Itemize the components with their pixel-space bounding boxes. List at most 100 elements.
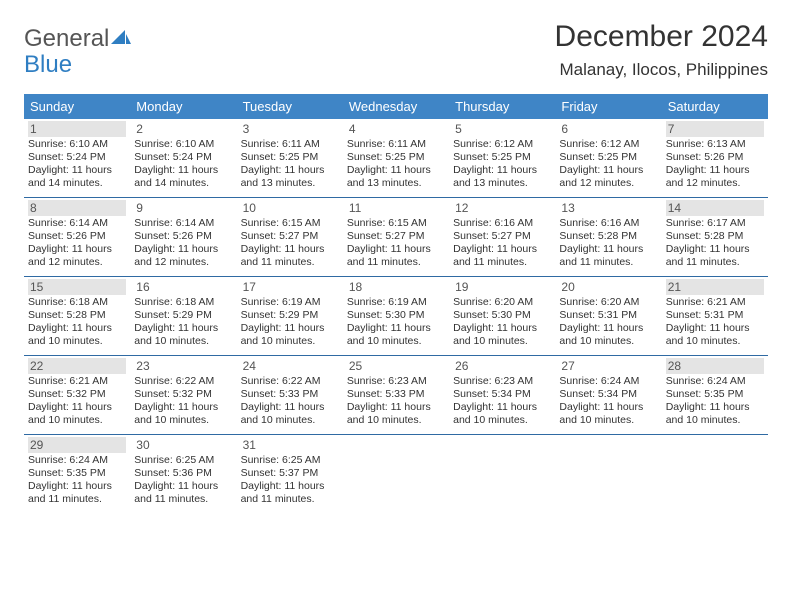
week-row: 22Sunrise: 6:21 AMSunset: 5:32 PMDayligh…: [24, 355, 768, 434]
sunrise-text: Sunrise: 6:21 AM: [28, 375, 126, 388]
day-cell: 14Sunrise: 6:17 AMSunset: 5:28 PMDayligh…: [662, 198, 768, 276]
daylight-text: Daylight: 11 hours and 11 minutes.: [241, 243, 339, 269]
daylight-text: Daylight: 11 hours and 13 minutes.: [347, 164, 445, 190]
week-row: 29Sunrise: 6:24 AMSunset: 5:35 PMDayligh…: [24, 434, 768, 513]
day-number: 21: [668, 280, 762, 294]
sunset-text: Sunset: 5:27 PM: [241, 230, 339, 243]
daynum-wrap: 9: [134, 200, 232, 216]
week-row: 1Sunrise: 6:10 AMSunset: 5:24 PMDaylight…: [24, 119, 768, 197]
sunset-text: Sunset: 5:28 PM: [666, 230, 764, 243]
day-number: 2: [136, 122, 230, 136]
daylight-text: Daylight: 11 hours and 11 minutes.: [559, 243, 657, 269]
day-info: Sunrise: 6:14 AMSunset: 5:26 PMDaylight:…: [28, 217, 126, 270]
day-cell: 15Sunrise: 6:18 AMSunset: 5:28 PMDayligh…: [24, 277, 130, 355]
location-text: Malanay, Ilocos, Philippines: [555, 60, 768, 80]
day-number: 20: [561, 280, 655, 294]
sunset-text: Sunset: 5:35 PM: [28, 467, 126, 480]
daynum-wrap: 31: [241, 437, 339, 453]
day-cell: 7Sunrise: 6:13 AMSunset: 5:26 PMDaylight…: [662, 119, 768, 197]
day-cell: 11Sunrise: 6:15 AMSunset: 5:27 PMDayligh…: [343, 198, 449, 276]
dayhead: Sunday: [24, 94, 130, 119]
sunrise-text: Sunrise: 6:18 AM: [134, 296, 232, 309]
day-info: Sunrise: 6:11 AMSunset: 5:25 PMDaylight:…: [241, 138, 339, 191]
daylight-text: Daylight: 11 hours and 12 minutes.: [134, 243, 232, 269]
daylight-text: Daylight: 11 hours and 14 minutes.: [134, 164, 232, 190]
sunset-text: Sunset: 5:26 PM: [28, 230, 126, 243]
day-cell: 28Sunrise: 6:24 AMSunset: 5:35 PMDayligh…: [662, 356, 768, 434]
sunset-text: Sunset: 5:29 PM: [134, 309, 232, 322]
sunset-text: Sunset: 5:26 PM: [134, 230, 232, 243]
sunrise-text: Sunrise: 6:17 AM: [666, 217, 764, 230]
sunrise-text: Sunrise: 6:14 AM: [134, 217, 232, 230]
sunrise-text: Sunrise: 6:22 AM: [241, 375, 339, 388]
sunset-text: Sunset: 5:26 PM: [666, 151, 764, 164]
daylight-text: Daylight: 11 hours and 11 minutes.: [453, 243, 551, 269]
sunrise-text: Sunrise: 6:20 AM: [559, 296, 657, 309]
daylight-text: Daylight: 11 hours and 13 minutes.: [453, 164, 551, 190]
dayhead: Friday: [555, 94, 661, 119]
daynum-wrap: 23: [134, 358, 232, 374]
page-title: December 2024: [555, 20, 768, 54]
day-info: Sunrise: 6:24 AMSunset: 5:35 PMDaylight:…: [666, 375, 764, 428]
daynum-wrap: 18: [347, 279, 445, 295]
day-number: 25: [349, 359, 443, 373]
day-number: 12: [455, 201, 549, 215]
day-cell: 1Sunrise: 6:10 AMSunset: 5:24 PMDaylight…: [24, 119, 130, 197]
day-info: Sunrise: 6:16 AMSunset: 5:27 PMDaylight:…: [453, 217, 551, 270]
sunrise-text: Sunrise: 6:24 AM: [666, 375, 764, 388]
daynum-wrap: 8: [28, 200, 126, 216]
sunset-text: Sunset: 5:30 PM: [347, 309, 445, 322]
day-info: Sunrise: 6:23 AMSunset: 5:34 PMDaylight:…: [453, 375, 551, 428]
sunrise-text: Sunrise: 6:16 AM: [453, 217, 551, 230]
daylight-text: Daylight: 11 hours and 10 minutes.: [453, 401, 551, 427]
sunset-text: Sunset: 5:24 PM: [134, 151, 232, 164]
sunset-text: Sunset: 5:28 PM: [559, 230, 657, 243]
daynum-wrap: 24: [241, 358, 339, 374]
day-cell: 13Sunrise: 6:16 AMSunset: 5:28 PMDayligh…: [555, 198, 661, 276]
sunrise-text: Sunrise: 6:11 AM: [347, 138, 445, 151]
day-cell: 27Sunrise: 6:24 AMSunset: 5:34 PMDayligh…: [555, 356, 661, 434]
sunrise-text: Sunrise: 6:15 AM: [241, 217, 339, 230]
daynum-wrap: 27: [559, 358, 657, 374]
day-cell: 8 Sunrise: 6:14 AMSunset: 5:26 PMDaylight…: [24, 198, 130, 276]
daylight-text: Daylight: 11 hours and 13 minutes.: [241, 164, 339, 190]
day-cell: 31Sunrise: 6:25 AMSunset: 5:37 PMDayligh…: [237, 435, 343, 513]
day-cell: [555, 435, 661, 513]
daynum-wrap: 2: [134, 121, 232, 137]
daynum-wrap: 4: [347, 121, 445, 137]
day-cell: 2Sunrise: 6:10 AMSunset: 5:24 PMDaylight…: [130, 119, 236, 197]
sunrise-text: Sunrise: 6:24 AM: [559, 375, 657, 388]
sunset-text: Sunset: 5:31 PM: [666, 309, 764, 322]
day-cell: 30Sunrise: 6:25 AMSunset: 5:36 PMDayligh…: [130, 435, 236, 513]
daylight-text: Daylight: 11 hours and 12 minutes.: [666, 164, 764, 190]
logo-text-1: General: [24, 25, 109, 52]
day-cell: 24Sunrise: 6:22 AMSunset: 5:33 PMDayligh…: [237, 356, 343, 434]
daylight-text: Daylight: 11 hours and 12 minutes.: [559, 164, 657, 190]
sunset-text: Sunset: 5:25 PM: [241, 151, 339, 164]
daylight-text: Daylight: 11 hours and 10 minutes.: [134, 322, 232, 348]
daynum-wrap: 25: [347, 358, 445, 374]
daylight-text: Daylight: 11 hours and 11 minutes.: [134, 480, 232, 506]
daylight-text: Daylight: 11 hours and 11 minutes.: [347, 243, 445, 269]
sunset-text: Sunset: 5:27 PM: [347, 230, 445, 243]
daynum-wrap: 28: [666, 358, 764, 374]
daylight-text: Daylight: 11 hours and 10 minutes.: [134, 401, 232, 427]
week-row: 15Sunrise: 6:18 AMSunset: 5:28 PMDayligh…: [24, 276, 768, 355]
day-info: Sunrise: 6:22 AMSunset: 5:32 PMDaylight:…: [134, 375, 232, 428]
day-number: 14: [668, 201, 762, 215]
sunset-text: Sunset: 5:30 PM: [453, 309, 551, 322]
daylight-text: Daylight: 11 hours and 10 minutes.: [666, 322, 764, 348]
sunset-text: Sunset: 5:35 PM: [666, 388, 764, 401]
day-number: 17: [243, 280, 337, 294]
day-info: Sunrise: 6:10 AMSunset: 5:24 PMDaylight:…: [28, 138, 126, 191]
sunrise-text: Sunrise: 6:23 AM: [347, 375, 445, 388]
daynum-wrap: 11: [347, 200, 445, 216]
day-info: Sunrise: 6:24 AMSunset: 5:34 PMDaylight:…: [559, 375, 657, 428]
daynum-wrap: 19: [453, 279, 551, 295]
day-info: Sunrise: 6:11 AMSunset: 5:25 PMDaylight:…: [347, 138, 445, 191]
day-number: 8: [30, 201, 124, 215]
sunrise-text: Sunrise: 6:25 AM: [134, 454, 232, 467]
sunrise-text: Sunrise: 6:12 AM: [559, 138, 657, 151]
day-cell: 19Sunrise: 6:20 AMSunset: 5:30 PMDayligh…: [449, 277, 555, 355]
sunset-text: Sunset: 5:33 PM: [347, 388, 445, 401]
